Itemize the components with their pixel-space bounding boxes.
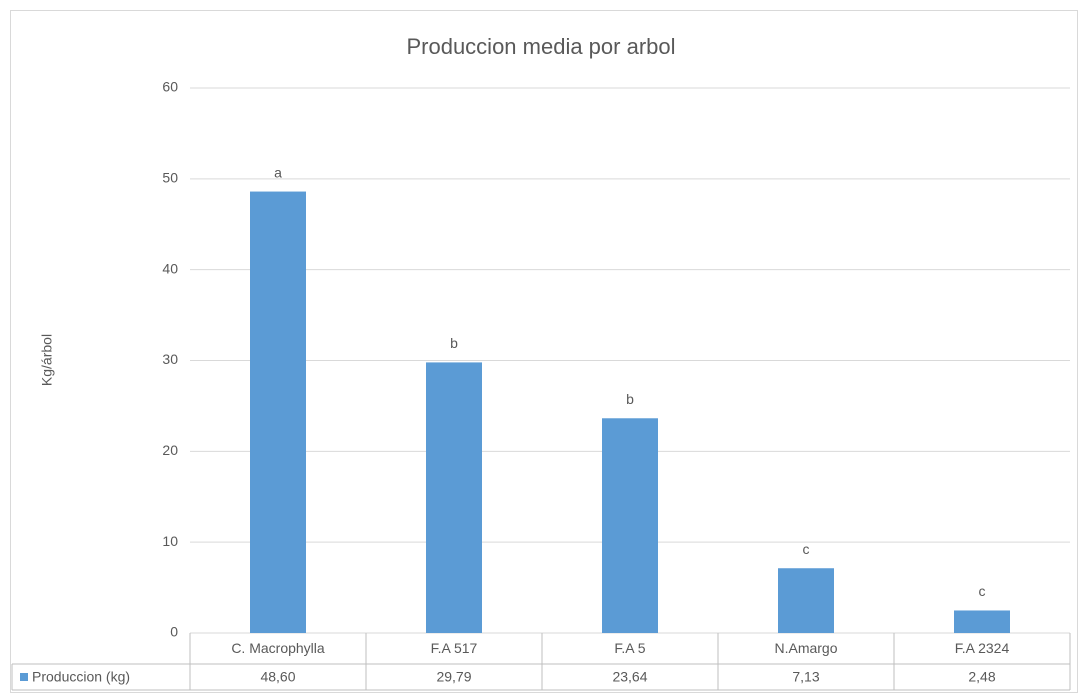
table-value: 23,64 [612,669,647,685]
x-tick-label: F.A 5 [614,640,645,656]
annotation: c [803,541,810,557]
y-tick-label: 60 [162,79,178,95]
x-tick-label: N.Amargo [774,640,837,656]
y-axis-label: Kg/árbol [39,334,55,386]
x-tick-label: F.A 2324 [955,640,1010,656]
y-tick-label: 10 [162,533,178,549]
bar [778,568,834,633]
y-tick-label: 30 [162,351,178,367]
bar [954,610,1010,633]
y-tick-label: 40 [162,260,178,276]
y-tick-label: 50 [162,170,178,186]
legend-swatch [20,673,28,681]
annotation: b [450,335,458,351]
chart-title: Produccion media por arbol [406,34,675,59]
x-tick-label: F.A 517 [431,640,478,656]
y-tick-label: 20 [162,442,178,458]
bar [602,418,658,633]
legend-label: Produccion (kg) [32,669,130,685]
x-tick-label: C. Macrophylla [231,640,325,656]
table-value: 48,60 [260,669,295,685]
table-value: 29,79 [436,669,471,685]
table-value: 2,48 [968,669,995,685]
bar [426,362,482,633]
y-tick-label: 0 [170,624,178,640]
annotation: b [626,391,634,407]
table-value: 7,13 [792,669,819,685]
annotation: a [274,164,282,180]
annotation: c [979,583,986,599]
bar [250,191,306,634]
chart-border [10,10,1078,693]
